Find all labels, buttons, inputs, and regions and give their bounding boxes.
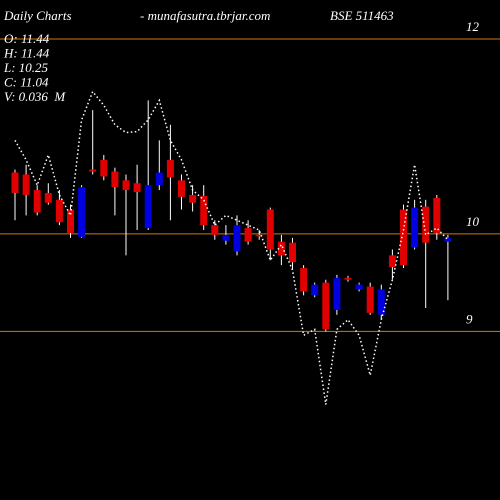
candle-body (433, 197, 441, 233)
candle-body (355, 284, 363, 290)
candle-body (289, 242, 296, 263)
chart-title: Daily Charts (3, 8, 72, 23)
candle-body (55, 199, 63, 223)
candle-body (255, 234, 263, 237)
candle-body (333, 277, 341, 310)
candle-body (411, 207, 419, 248)
candle-body (144, 185, 152, 229)
chart-subtitle: - munafasutra.tbrjar.com (140, 8, 270, 23)
candle-body (366, 286, 374, 313)
candle-body (22, 174, 30, 195)
candle-body (33, 190, 41, 213)
indicator-line (14, 90, 449, 405)
candle-body (244, 228, 252, 242)
candle-body (422, 206, 430, 243)
ohlc-info: H: 11.44 (3, 46, 50, 61)
candle-body (78, 187, 86, 237)
candle-body (388, 255, 396, 268)
y-tick-label: 10 (466, 214, 480, 229)
candle-body (344, 277, 352, 280)
candle-body (166, 159, 174, 178)
candle-body (233, 225, 241, 252)
candle-body (444, 237, 452, 242)
candle-body (200, 195, 208, 226)
candle-body (67, 209, 74, 233)
candle-body (189, 194, 197, 203)
candle-body (266, 209, 274, 250)
y-tick-label: 12 (466, 19, 480, 34)
candle-body (277, 241, 285, 256)
candle-body (155, 172, 163, 186)
candle-body (100, 159, 108, 177)
candle-body (222, 234, 230, 241)
candle-body (311, 284, 319, 296)
candle-body (400, 209, 407, 266)
ohlc-info: V: 0.036 M (4, 89, 66, 104)
candle-body (133, 183, 141, 193)
candle-body (322, 282, 330, 330)
candle-body (300, 268, 308, 292)
candle-body (11, 172, 19, 193)
ohlc-info: L: 10.25 (3, 60, 49, 75)
y-tick-label: 9 (466, 311, 473, 326)
ohlc-info: O: 11.44 (4, 31, 50, 46)
candle-body (377, 289, 385, 315)
candle-body (44, 192, 52, 203)
symbol: BSE 511463 (330, 8, 394, 23)
candle-body (178, 180, 185, 197)
candle-body (89, 169, 97, 172)
candle-body (122, 180, 130, 191)
ohlc-info: C: 11.04 (4, 75, 49, 90)
candle-body (211, 225, 219, 235)
candle-body (111, 171, 119, 188)
